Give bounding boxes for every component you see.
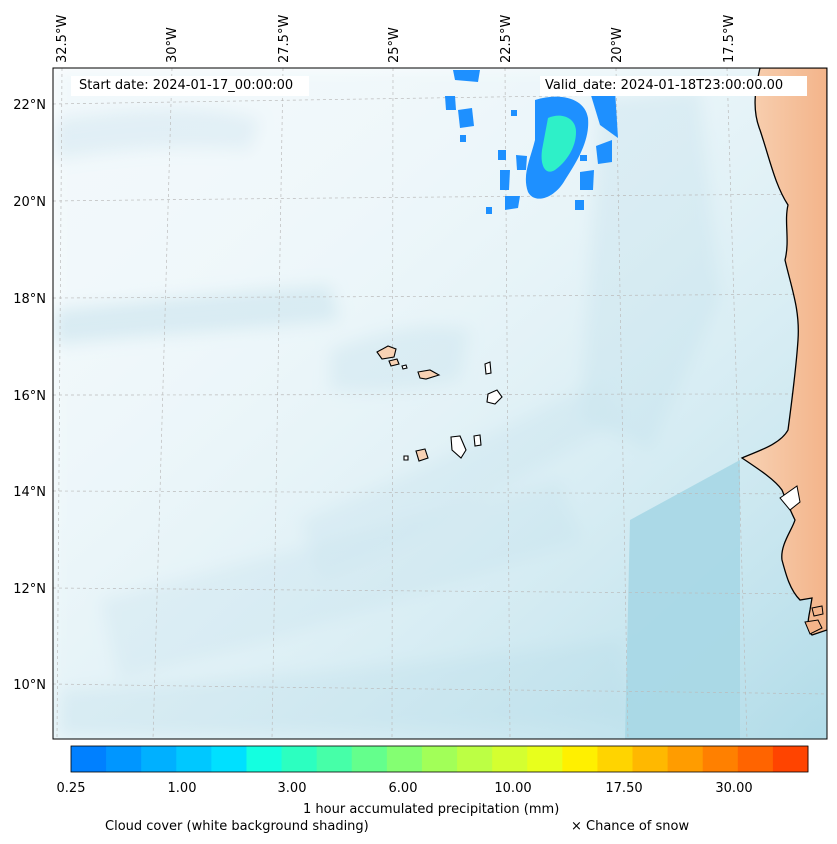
island-sao-nicolau <box>417 369 441 380</box>
lon-label: 30°W <box>165 27 180 63</box>
colorbar-tick-label: 6.00 <box>388 781 418 796</box>
lon-label: 25°W <box>387 27 402 63</box>
africa-landmass <box>740 68 827 636</box>
lat-label: 16°N <box>13 389 46 404</box>
island-brava <box>403 455 409 461</box>
longitude-labels: 32.5°W 30°W 27.5°W 25°W 22.5°W 20°W 17.5… <box>55 15 737 63</box>
cape-verde-islands <box>376 345 503 462</box>
colorbar-swatch <box>316 746 353 772</box>
colorbar-swatch <box>667 746 704 772</box>
map-frame <box>52 67 828 740</box>
colorbar-tick-label: 1.00 <box>167 781 197 796</box>
dense-cloud-band <box>625 460 740 739</box>
island-maio <box>473 434 482 447</box>
colorbar-swatch <box>527 746 563 772</box>
map-area <box>53 68 827 739</box>
colorbar-swatch <box>106 746 142 772</box>
colorbar-swatch <box>632 746 669 772</box>
colorbar-swatch <box>457 746 493 772</box>
lat-label: 14°N <box>13 485 46 500</box>
lon-label: 27.5°W <box>277 15 292 63</box>
island-sal <box>484 361 492 375</box>
colorbar-swatch <box>562 746 598 772</box>
bissagos-islands <box>804 605 824 635</box>
lat-label: 18°N <box>13 292 46 307</box>
colorbar-swatch <box>492 746 528 772</box>
graticule <box>53 68 827 739</box>
colorbar-swatch <box>281 746 318 772</box>
colorbar-swatch <box>597 746 634 772</box>
lat-label: 12°N <box>13 582 46 597</box>
lat-label: 22°N <box>13 98 46 113</box>
colorbar-swatch <box>246 746 283 772</box>
colorbar-swatch <box>176 746 212 772</box>
colorbar-tick-label: 17.50 <box>605 781 643 796</box>
precipitation-colorbar <box>71 746 809 772</box>
island-fogo <box>415 448 429 462</box>
island-santo-antao <box>376 345 397 360</box>
island-santa-luzia <box>401 364 408 370</box>
lat-label: 20°N <box>13 195 46 210</box>
senegal-river-mouth <box>779 485 801 511</box>
colorbar-frame <box>70 745 809 773</box>
colorbar-tick-label: 0.25 <box>56 781 86 796</box>
colorbar-swatch <box>386 746 423 772</box>
island-santiago <box>450 435 467 459</box>
colorbar-title: 1 hour accumulated precipitation (mm) <box>303 802 560 817</box>
colorbar-swatch <box>351 746 388 772</box>
colorbar-tick-label: 30.00 <box>715 781 753 796</box>
colorbar-swatch <box>211 746 247 772</box>
island-sao-vicente <box>388 358 400 367</box>
colorbar-swatch <box>772 746 809 772</box>
lon-label: 32.5°W <box>55 15 70 63</box>
colorbar-swatch <box>702 746 739 772</box>
snow-legend: × Chance of snow <box>571 819 690 834</box>
colorbar-swatch <box>71 746 107 772</box>
colorbar-swatch <box>737 746 774 772</box>
latitude-labels: 22°N 20°N 18°N 16°N 14°N 12°N 10°N <box>13 98 46 693</box>
colorbar-swatch <box>421 746 458 772</box>
cloud-cover-legend: Cloud cover (white background shading) <box>105 819 369 834</box>
valid-date-label: Valid_date: 2024-01-18T23:00:00.00 <box>540 76 807 96</box>
precipitation-area <box>445 70 618 214</box>
lon-label: 20°W <box>610 27 625 63</box>
colorbar-tick-label: 3.00 <box>277 781 307 796</box>
start-date-label: Start date: 2024-01-17_00:00:00 <box>71 76 309 96</box>
lat-label: 10°N <box>13 678 46 693</box>
lon-label: 22.5°W <box>499 15 514 63</box>
colorbar-tick-label: 10.00 <box>494 781 532 796</box>
lon-label: 17.5°W <box>722 15 737 63</box>
island-boa-vista <box>486 389 503 405</box>
colorbar-swatch <box>141 746 177 772</box>
